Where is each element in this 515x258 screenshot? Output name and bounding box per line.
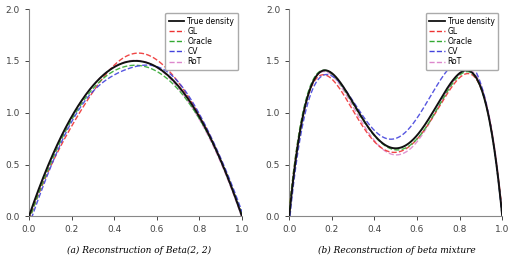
Legend: True density, GL, Oracle, CV, RoT: True density, GL, Oracle, CV, RoT — [425, 13, 499, 70]
Legend: True density, GL, Oracle, CV, RoT: True density, GL, Oracle, CV, RoT — [165, 13, 238, 70]
Text: (a) Reconstruction of Beta(2, 2): (a) Reconstruction of Beta(2, 2) — [67, 246, 211, 255]
Text: (b) Reconstruction of beta mixture: (b) Reconstruction of beta mixture — [318, 246, 475, 255]
